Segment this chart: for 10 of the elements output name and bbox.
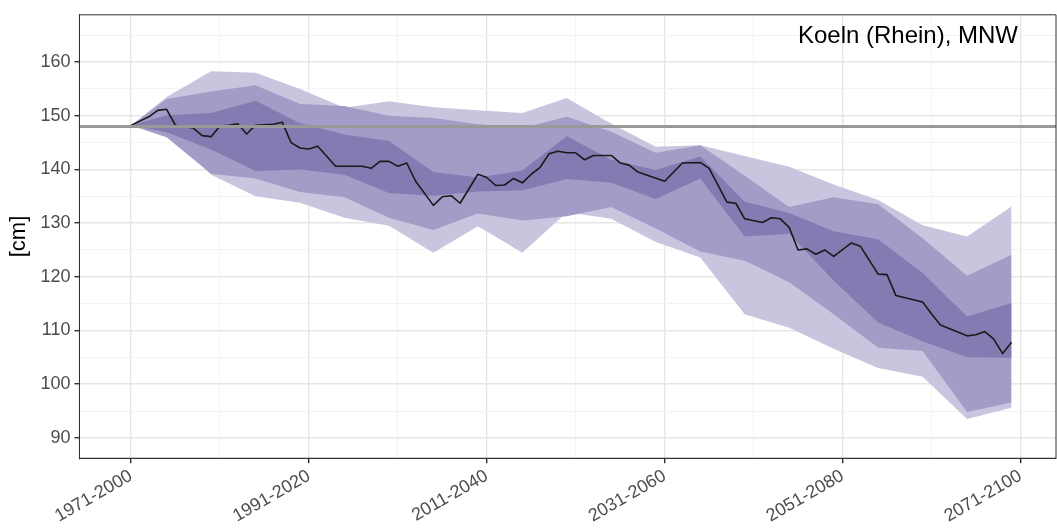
y-tick-label: 100 bbox=[40, 373, 71, 394]
y-tick-label: 160 bbox=[40, 51, 71, 72]
y-tick-label: 150 bbox=[40, 104, 71, 125]
y-tick-label: 140 bbox=[40, 158, 71, 179]
y-tick-label: 120 bbox=[40, 265, 71, 286]
chart-title: Koeln (Rhein), MNW bbox=[797, 21, 1019, 49]
y-axis-title: [cm] bbox=[5, 215, 31, 258]
y-tick-label: 130 bbox=[40, 212, 71, 233]
y-tick-label: 110 bbox=[41, 319, 71, 340]
y-tick-label: 90 bbox=[50, 426, 71, 447]
